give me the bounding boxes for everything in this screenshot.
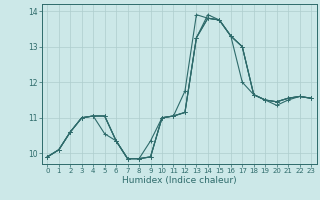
X-axis label: Humidex (Indice chaleur): Humidex (Indice chaleur) — [122, 176, 236, 185]
